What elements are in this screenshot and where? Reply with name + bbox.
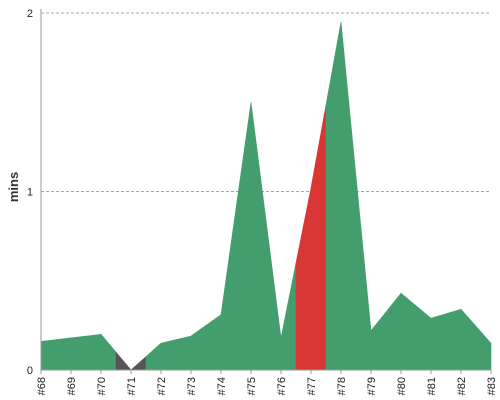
area-segment-build-74 bbox=[220, 208, 237, 371]
area-segment-build-73 bbox=[190, 324, 207, 371]
area-segment-build-75 bbox=[235, 102, 252, 371]
area-segment-build-77 bbox=[310, 104, 327, 371]
area-segment-build-79 bbox=[370, 311, 387, 371]
area-segment-build-77 bbox=[295, 187, 312, 371]
y-axis-title: mins bbox=[6, 172, 21, 202]
area-segment-build-76 bbox=[265, 220, 282, 371]
area-segment-build-79 bbox=[355, 176, 372, 371]
x-tick-label[interactable]: #81 bbox=[426, 377, 438, 395]
area-segment-build-83 bbox=[475, 325, 492, 371]
area-segment-build-82 bbox=[460, 308, 477, 371]
y-tick-label: 0 bbox=[27, 365, 33, 377]
area-segment-build-72 bbox=[160, 339, 177, 371]
axes bbox=[40, 9, 491, 371]
x-tick-label[interactable]: #75 bbox=[246, 377, 258, 395]
x-tick-label[interactable]: #78 bbox=[336, 377, 348, 395]
area-segment-build-78 bbox=[340, 21, 357, 371]
area-segment-build-80 bbox=[400, 292, 417, 371]
area-segment-build-76 bbox=[280, 262, 297, 371]
y-tick-labels: 0 1 2 bbox=[27, 8, 33, 377]
x-tick-label[interactable]: #69 bbox=[66, 377, 78, 395]
x-tick-label[interactable]: #76 bbox=[276, 377, 288, 395]
x-tick-label[interactable]: #72 bbox=[156, 377, 168, 395]
area-segment-build-70 bbox=[100, 333, 117, 371]
x-tick-label[interactable]: #77 bbox=[306, 377, 318, 395]
area-segment-build-70 bbox=[85, 333, 102, 371]
area-segment-build-81 bbox=[415, 305, 432, 371]
y-tick-label: 2 bbox=[27, 8, 33, 20]
area-segment-build-69 bbox=[70, 335, 87, 371]
area-segment-build-73 bbox=[175, 335, 192, 371]
area-segment-build-80 bbox=[385, 292, 402, 371]
x-tick-label[interactable]: #71 bbox=[126, 377, 138, 395]
area-segment-build-81 bbox=[430, 313, 447, 371]
x-tick-label[interactable]: #68 bbox=[36, 377, 48, 395]
y-tick-label: 1 bbox=[27, 187, 33, 199]
area-segment-build-74 bbox=[205, 314, 222, 371]
area-segment-build-78 bbox=[325, 21, 342, 371]
grid-lines bbox=[41, 12, 491, 192]
duration-area bbox=[40, 21, 492, 371]
x-tick-label[interactable]: #70 bbox=[96, 377, 108, 395]
area-segment-build-69 bbox=[55, 337, 72, 371]
area-segment-build-71 bbox=[130, 355, 147, 371]
x-tick-label[interactable]: #80 bbox=[396, 377, 408, 395]
area-segment-build-72 bbox=[145, 342, 162, 371]
area-segment-build-75 bbox=[250, 102, 267, 371]
x-tick-label[interactable]: #79 bbox=[366, 377, 378, 395]
x-tick-labels: #68 #69 #70 #71 #72 #73 #74 #75 #76 #77 #78 #79 #80 #… bbox=[36, 370, 498, 395]
x-tick-label[interactable]: #73 bbox=[186, 377, 198, 395]
area-segment-build-82 bbox=[445, 308, 462, 371]
area-segment-build-68 bbox=[40, 339, 57, 371]
area-segment-build-71 bbox=[115, 351, 132, 371]
x-tick-label[interactable]: #74 bbox=[216, 377, 228, 395]
x-tick-label[interactable]: #82 bbox=[456, 377, 468, 395]
x-tick-label[interactable]: #83 bbox=[486, 377, 498, 395]
